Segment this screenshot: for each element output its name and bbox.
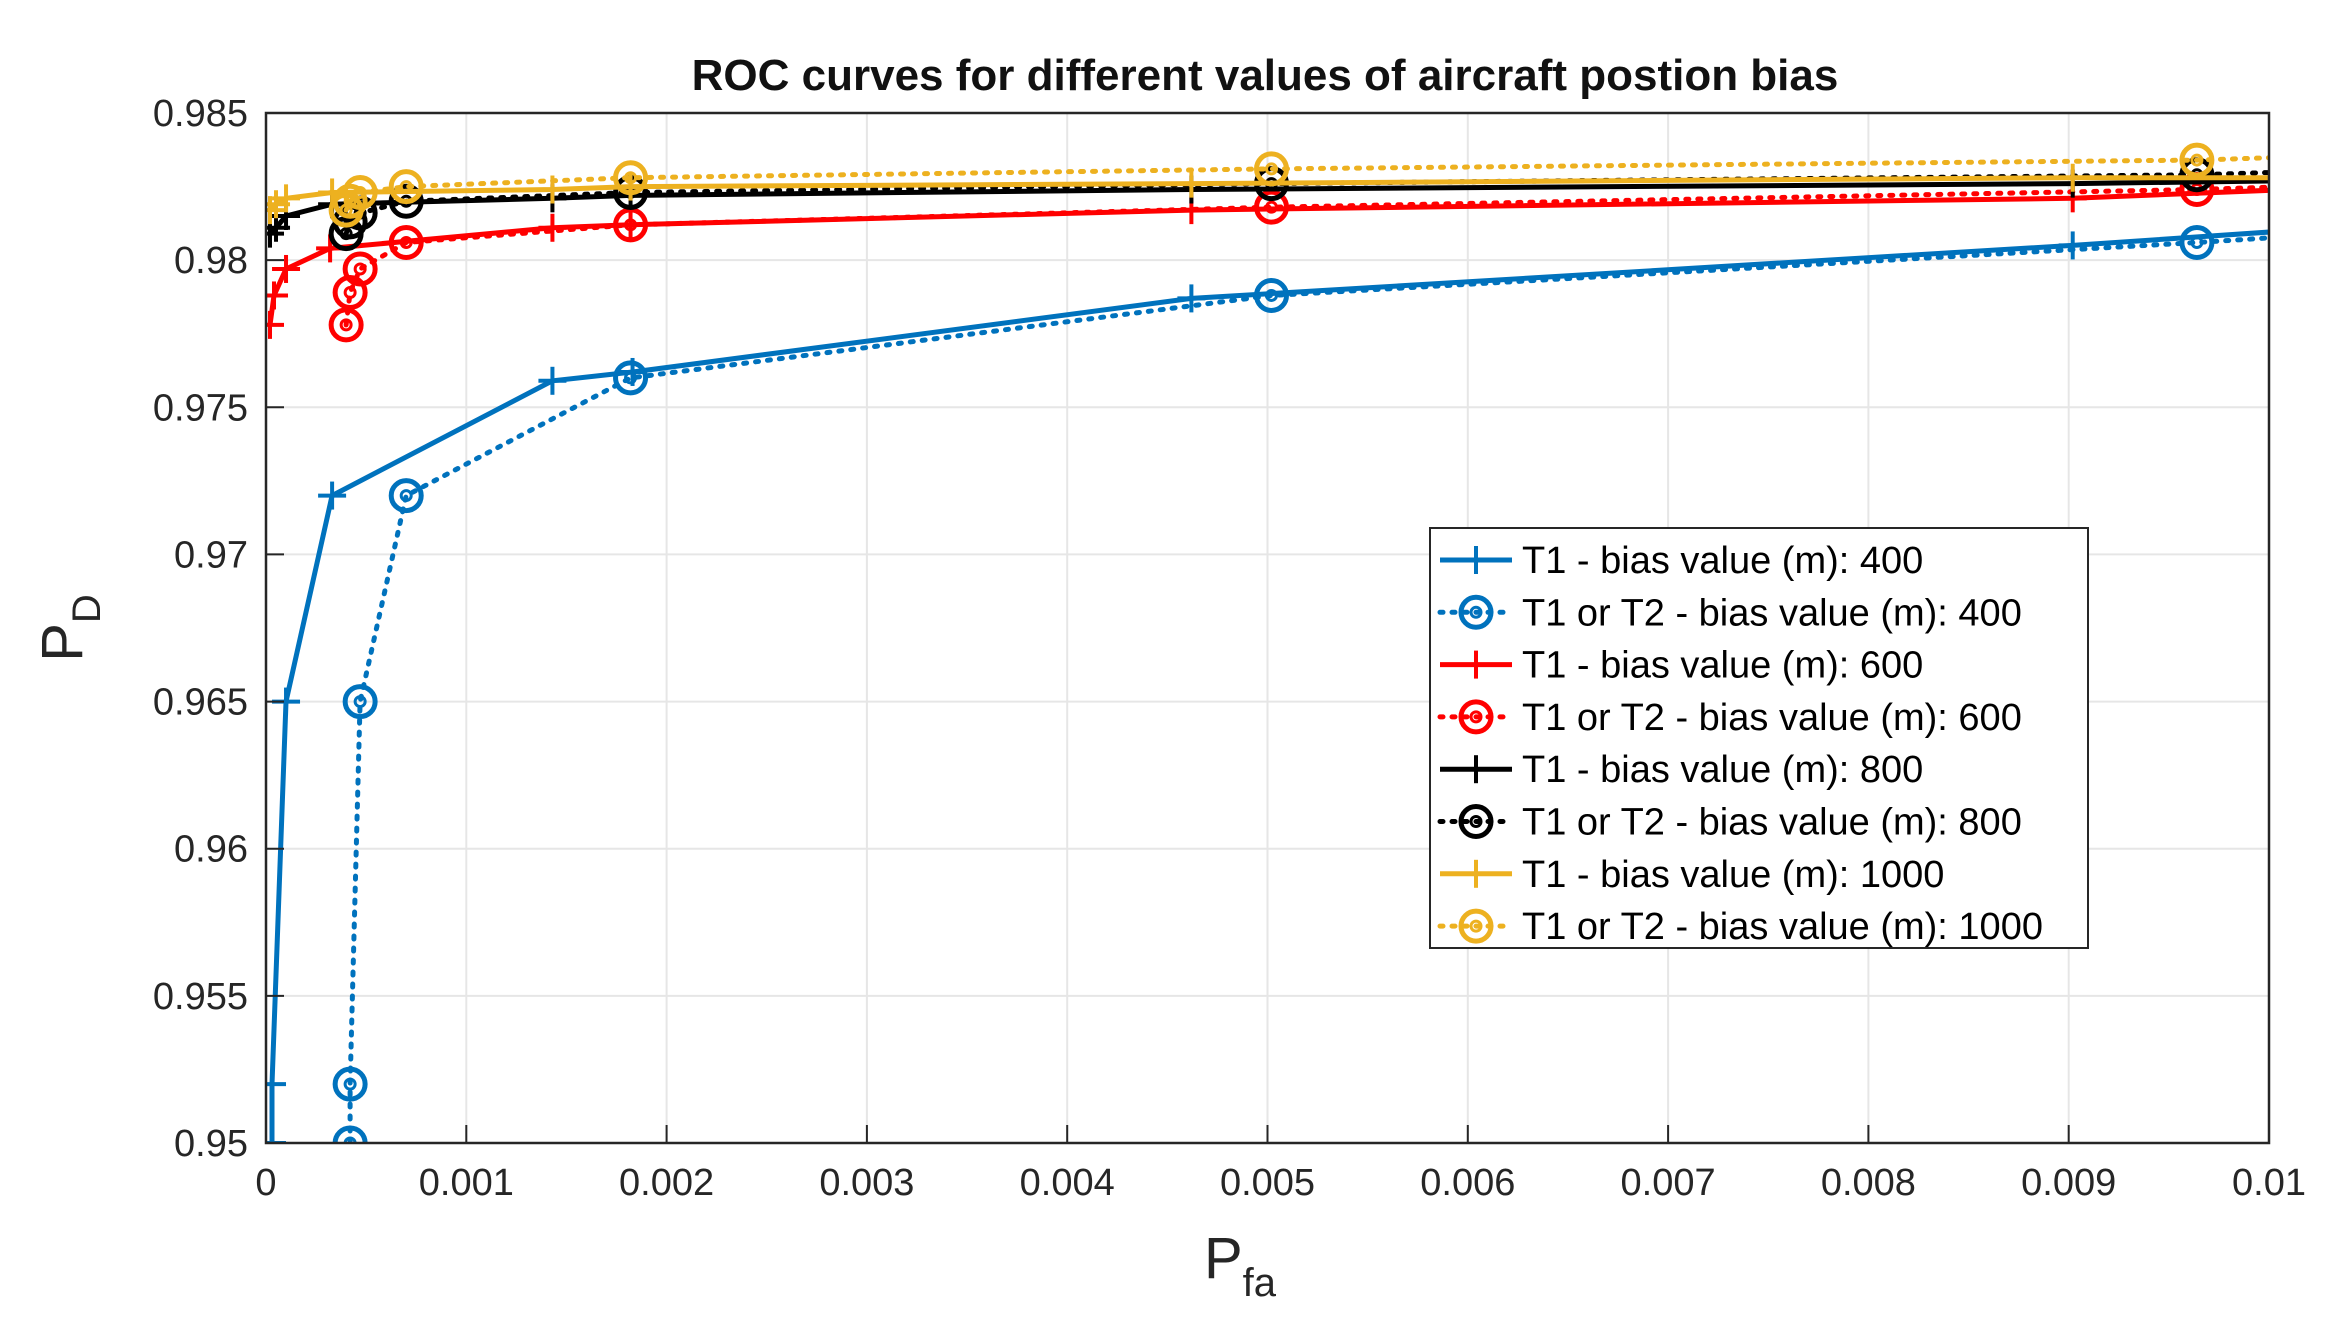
data-point-marker bbox=[318, 481, 347, 510]
legend-item: T1 or T2 - bias value (m): 800 bbox=[1437, 802, 2022, 844]
data-point-marker bbox=[332, 1125, 368, 1143]
data-point-marker bbox=[342, 251, 378, 287]
legend-marker-sample bbox=[1462, 546, 1490, 574]
y-tick-label: 0.985 bbox=[153, 93, 248, 135]
data-point-marker bbox=[272, 254, 301, 283]
y-axis-ticks: 0.95 0.955 0.96 0.965 0.97 0.975 0.98 0.985 bbox=[153, 93, 284, 1165]
y-axis-label-main: P bbox=[30, 623, 95, 662]
data-point-marker bbox=[388, 169, 424, 205]
x-tick-label: 0.007 bbox=[1621, 1162, 1716, 1204]
series-line bbox=[343, 155, 2269, 213]
data-point-marker bbox=[342, 174, 378, 210]
series-7 bbox=[266, 163, 2269, 225]
data-point-marker bbox=[272, 184, 301, 213]
legend: T1 - bias value (m): 400 T1 or T2 - bias … bbox=[1429, 527, 2089, 949]
data-point-marker bbox=[388, 478, 424, 514]
data-point-marker bbox=[2179, 142, 2215, 178]
x-axis-label-main: P bbox=[1204, 1226, 1243, 1291]
legend-item: T1 - bias value (m): 1000 bbox=[1440, 854, 1944, 896]
data-point-marker bbox=[1177, 169, 1206, 198]
data-point-marker bbox=[1177, 284, 1206, 313]
y-tick-label: 0.975 bbox=[153, 387, 248, 429]
legend-marker-sample bbox=[1458, 594, 1494, 630]
legend-label: T1 or T2 - bias value (m): 600 bbox=[1522, 697, 2022, 739]
data-point-marker bbox=[266, 1129, 287, 1143]
y-tick-label: 0.98 bbox=[174, 240, 248, 282]
legend-box bbox=[1429, 527, 2089, 949]
y-tick-label: 0.96 bbox=[174, 829, 248, 871]
series-layer bbox=[266, 142, 2269, 1143]
x-tick-label: 0.003 bbox=[819, 1162, 914, 1204]
legend-marker-sample bbox=[1458, 699, 1494, 735]
legend-item: T1 or T2 - bias value (m): 1000 bbox=[1437, 906, 2043, 948]
legend-label: T1 - bias value (m): 400 bbox=[1522, 540, 1923, 582]
data-point-marker bbox=[332, 1066, 368, 1102]
legend-item: T1 or T2 - bias value (m): 600 bbox=[1437, 697, 2022, 739]
x-tick-label: 0 bbox=[255, 1162, 276, 1204]
legend-item: T1 or T2 - bias value (m): 400 bbox=[1437, 592, 2022, 634]
data-point-marker bbox=[328, 307, 364, 343]
legend-label: T1 - bias value (m): 1000 bbox=[1522, 854, 1944, 896]
x-axis-label: Pfa bbox=[1204, 1226, 1277, 1305]
data-point-marker bbox=[342, 684, 378, 720]
x-tick-label: 0.005 bbox=[1220, 1162, 1315, 1204]
data-point-marker bbox=[1254, 151, 1290, 187]
x-tick-label: 0.002 bbox=[619, 1162, 714, 1204]
legend-label: T1 or T2 - bias value (m): 400 bbox=[1522, 592, 2022, 634]
x-tick-label: 0.006 bbox=[1420, 1162, 1515, 1204]
series-line bbox=[347, 235, 2269, 1143]
data-point-marker bbox=[538, 366, 567, 395]
data-point-marker bbox=[388, 224, 424, 260]
data-point-marker bbox=[266, 1070, 287, 1099]
y-axis-label: PD bbox=[30, 594, 109, 662]
data-point-marker bbox=[613, 360, 649, 396]
data-point-marker bbox=[2058, 163, 2087, 192]
y-tick-label: 0.955 bbox=[153, 976, 248, 1018]
data-point-marker bbox=[266, 219, 285, 248]
legend-item: T1 - bias value (m): 600 bbox=[1440, 645, 1923, 687]
legend-label: T1 - bias value (m): 600 bbox=[1522, 645, 1923, 687]
data-point-marker bbox=[1254, 189, 1290, 225]
data-point-marker bbox=[538, 213, 567, 242]
data-point-marker bbox=[266, 310, 285, 339]
series-2 bbox=[332, 224, 2269, 1143]
data-point-marker bbox=[266, 281, 289, 310]
y-tick-label: 0.97 bbox=[174, 534, 248, 576]
y-axis-label-sub: D bbox=[65, 594, 109, 623]
x-tick-label: 0.001 bbox=[419, 1162, 514, 1204]
data-point-marker bbox=[266, 196, 285, 225]
x-axis-label-sub: fa bbox=[1243, 1261, 1277, 1305]
x-tick-label: 0.009 bbox=[2021, 1162, 2116, 1204]
legend-marker-sample bbox=[1462, 755, 1490, 784]
data-point-marker bbox=[2179, 224, 2215, 260]
chart-title: ROC curves for different values of aircr… bbox=[692, 51, 1839, 100]
x-axis-ticks: 0 0.001 0.002 0.003 0.004 0.005 0.006 0.007 0.00… bbox=[255, 1125, 2306, 1204]
x-tick-label: 0.01 bbox=[2232, 1162, 2306, 1204]
data-point-marker bbox=[1254, 277, 1290, 313]
x-tick-label: 0.004 bbox=[1020, 1162, 1115, 1204]
legend-marker-sample bbox=[1458, 804, 1494, 839]
series-8 bbox=[328, 142, 2269, 228]
legend-marker-sample bbox=[1462, 859, 1490, 888]
legend-item: T1 - bias value (m): 800 bbox=[1440, 749, 1923, 791]
y-tick-label: 0.95 bbox=[174, 1123, 248, 1165]
legend-item: T1 - bias value (m): 400 bbox=[1440, 540, 1923, 582]
legend-label: T1 or T2 - bias value (m): 1000 bbox=[1522, 906, 2043, 948]
legend-marker-sample bbox=[1462, 650, 1490, 679]
data-point-marker bbox=[613, 160, 649, 196]
legend-label: T1 or T2 - bias value (m): 800 bbox=[1522, 802, 2022, 844]
y-tick-label: 0.965 bbox=[153, 682, 248, 724]
legend-label: T1 - bias value (m): 800 bbox=[1522, 749, 1923, 791]
legend-marker-sample bbox=[1458, 908, 1494, 944]
x-tick-label: 0.008 bbox=[1821, 1162, 1916, 1204]
data-point-marker bbox=[2058, 231, 2087, 260]
